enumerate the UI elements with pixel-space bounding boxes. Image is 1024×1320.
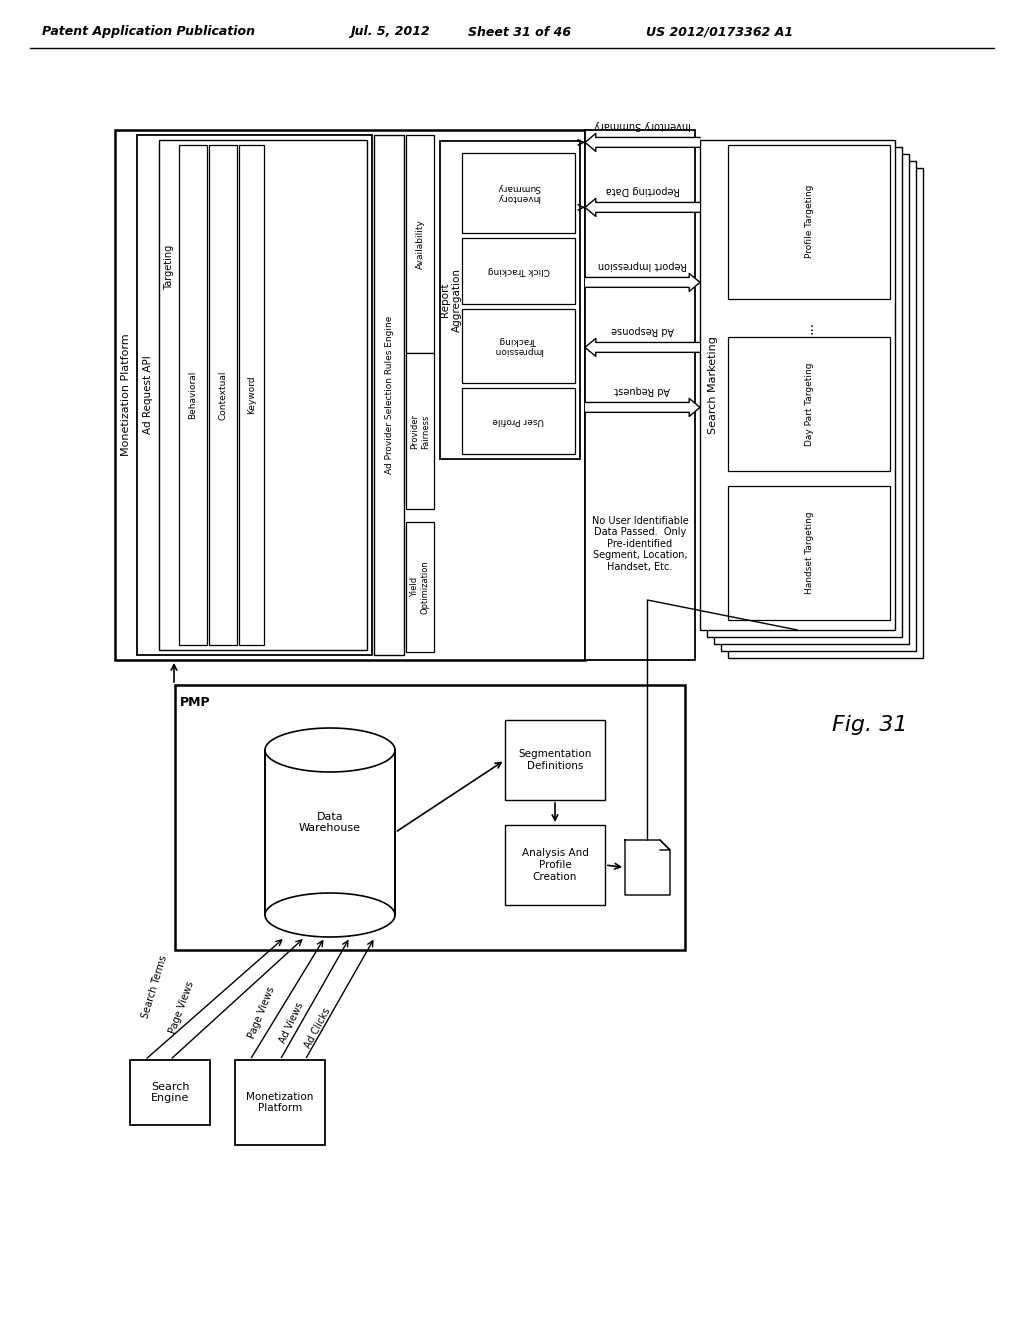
Text: US 2012/0173362 A1: US 2012/0173362 A1 (646, 25, 794, 38)
Text: Sheet 31 of 46: Sheet 31 of 46 (468, 25, 571, 38)
Bar (585, 129, 695, 660)
Text: Day Part Targeting: Day Part Targeting (805, 363, 813, 446)
Text: Click Tracking: Click Tracking (487, 267, 550, 276)
Text: No User Identifiable
Data Passed.  Only
Pre-identified
Segment, Location,
Handse: No User Identifiable Data Passed. Only P… (592, 516, 688, 572)
Polygon shape (265, 729, 395, 772)
Bar (707, 147, 902, 638)
Text: Report
Aggregation: Report Aggregation (440, 268, 462, 331)
Bar (462, 309, 575, 383)
Text: PMP: PMP (179, 697, 210, 710)
Bar (234, 1060, 325, 1144)
Polygon shape (625, 840, 670, 895)
Text: Impression
Tracking: Impression Tracking (494, 337, 543, 355)
Text: Analysis And
Profile
Creation: Analysis And Profile Creation (521, 849, 589, 882)
Text: Patent Application Publication: Patent Application Publication (42, 25, 255, 38)
Bar (115, 129, 585, 660)
Bar (209, 145, 237, 645)
Bar (505, 719, 605, 800)
Text: ...: ... (802, 321, 816, 334)
Polygon shape (585, 338, 700, 356)
Bar (728, 145, 890, 298)
Text: Reporting Data: Reporting Data (605, 185, 680, 195)
Text: Search Marketing: Search Marketing (708, 337, 718, 434)
Text: Report Impression: Report Impression (598, 260, 687, 271)
Text: Ad Views: Ad Views (278, 1001, 305, 1045)
Text: Segmentation
Definitions: Segmentation Definitions (518, 750, 592, 771)
Polygon shape (585, 198, 700, 216)
Bar (462, 153, 575, 232)
Text: Ad Response: Ad Response (611, 326, 674, 335)
Text: Ad Provider Selection Rules Engine: Ad Provider Selection Rules Engine (384, 315, 393, 474)
Bar (728, 337, 890, 471)
Text: Ad Request API: Ad Request API (143, 355, 153, 434)
Bar (728, 486, 890, 620)
Text: Search
Engine: Search Engine (151, 1081, 189, 1104)
Bar (239, 145, 264, 645)
Bar (462, 388, 575, 454)
Bar (179, 145, 207, 645)
Text: Jul. 5, 2012: Jul. 5, 2012 (350, 25, 430, 38)
Bar (440, 141, 580, 458)
Text: Contextual: Contextual (218, 370, 227, 420)
Text: Monetization
Platform: Monetization Platform (247, 1092, 313, 1113)
Text: Fig. 31: Fig. 31 (833, 715, 907, 735)
Polygon shape (585, 399, 700, 416)
Text: User Profile: User Profile (493, 416, 545, 425)
Bar (374, 135, 404, 655)
Polygon shape (585, 133, 700, 152)
Bar (714, 154, 909, 644)
Text: Ad Clicks: Ad Clicks (303, 1006, 333, 1049)
Text: Ad Request: Ad Request (614, 385, 671, 396)
Text: Page Views: Page Views (247, 985, 276, 1040)
Text: Data
Warehouse: Data Warehouse (299, 812, 361, 833)
Text: Keyword: Keyword (247, 376, 256, 414)
Bar (137, 135, 372, 655)
Bar (265, 750, 395, 915)
Text: Handset Targeting: Handset Targeting (805, 511, 813, 594)
Bar (462, 238, 575, 304)
Bar (175, 685, 685, 950)
Text: Monetization Platform: Monetization Platform (121, 334, 131, 457)
Bar (721, 161, 916, 651)
Text: Profile Targeting: Profile Targeting (805, 185, 813, 259)
Bar (505, 825, 605, 906)
Bar (406, 354, 434, 510)
Text: Inventory Summary: Inventory Summary (594, 120, 691, 131)
Text: Targeting: Targeting (164, 246, 174, 290)
Bar (700, 140, 895, 630)
Polygon shape (265, 894, 395, 937)
Text: Inventory
Summary: Inventory Summary (497, 183, 541, 202)
Bar (130, 1060, 210, 1125)
Bar (159, 140, 367, 649)
Bar (406, 521, 434, 652)
Bar (406, 135, 434, 354)
Bar (728, 168, 923, 657)
Text: Behavioral: Behavioral (188, 371, 198, 420)
Text: Page Views: Page Views (168, 979, 197, 1035)
Text: Search Terms: Search Terms (140, 954, 169, 1020)
Text: Provider
Fairness: Provider Fairness (411, 414, 430, 449)
Text: Availability: Availability (416, 219, 425, 269)
Polygon shape (585, 273, 700, 292)
Text: Yield
Optimization: Yield Optimization (411, 560, 430, 614)
